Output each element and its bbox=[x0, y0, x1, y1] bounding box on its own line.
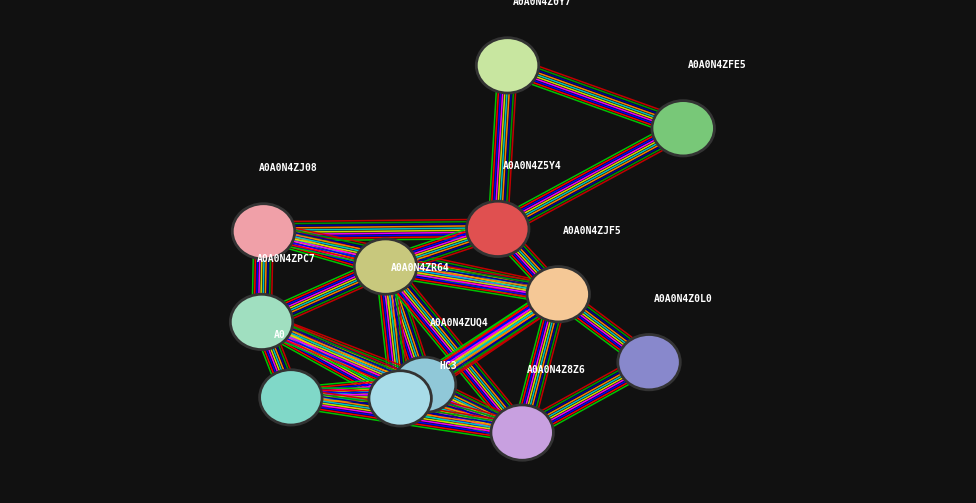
Ellipse shape bbox=[467, 201, 529, 257]
Text: A0: A0 bbox=[274, 329, 286, 340]
Ellipse shape bbox=[393, 357, 456, 412]
Text: A0A0N4ZFE5: A0A0N4ZFE5 bbox=[688, 60, 747, 70]
Text: A0A0N4Z5Y4: A0A0N4Z5Y4 bbox=[503, 161, 561, 171]
Text: A0A0N4ZJF5: A0A0N4ZJF5 bbox=[563, 226, 622, 236]
Text: HC3: HC3 bbox=[439, 361, 457, 371]
Text: A0A0N4Z0L0: A0A0N4Z0L0 bbox=[654, 294, 712, 304]
Ellipse shape bbox=[230, 294, 293, 350]
Text: A0A0N4ZUQ4: A0A0N4ZUQ4 bbox=[429, 318, 488, 328]
Ellipse shape bbox=[369, 371, 431, 426]
Ellipse shape bbox=[527, 267, 590, 322]
Ellipse shape bbox=[354, 239, 417, 294]
Text: A0A0N4ZPC7: A0A0N4ZPC7 bbox=[257, 254, 315, 264]
Ellipse shape bbox=[491, 405, 553, 460]
Ellipse shape bbox=[232, 204, 295, 259]
Text: A0A0N4ZR64: A0A0N4ZR64 bbox=[390, 263, 449, 273]
Text: A0A0N4Z0Y7: A0A0N4Z0Y7 bbox=[512, 0, 571, 7]
Ellipse shape bbox=[476, 38, 539, 93]
Ellipse shape bbox=[260, 370, 322, 425]
Ellipse shape bbox=[652, 101, 714, 156]
Text: A0A0N4Z8Z6: A0A0N4Z8Z6 bbox=[527, 365, 586, 375]
Ellipse shape bbox=[618, 334, 680, 390]
Text: A0A0N4ZJ08: A0A0N4ZJ08 bbox=[259, 162, 317, 173]
